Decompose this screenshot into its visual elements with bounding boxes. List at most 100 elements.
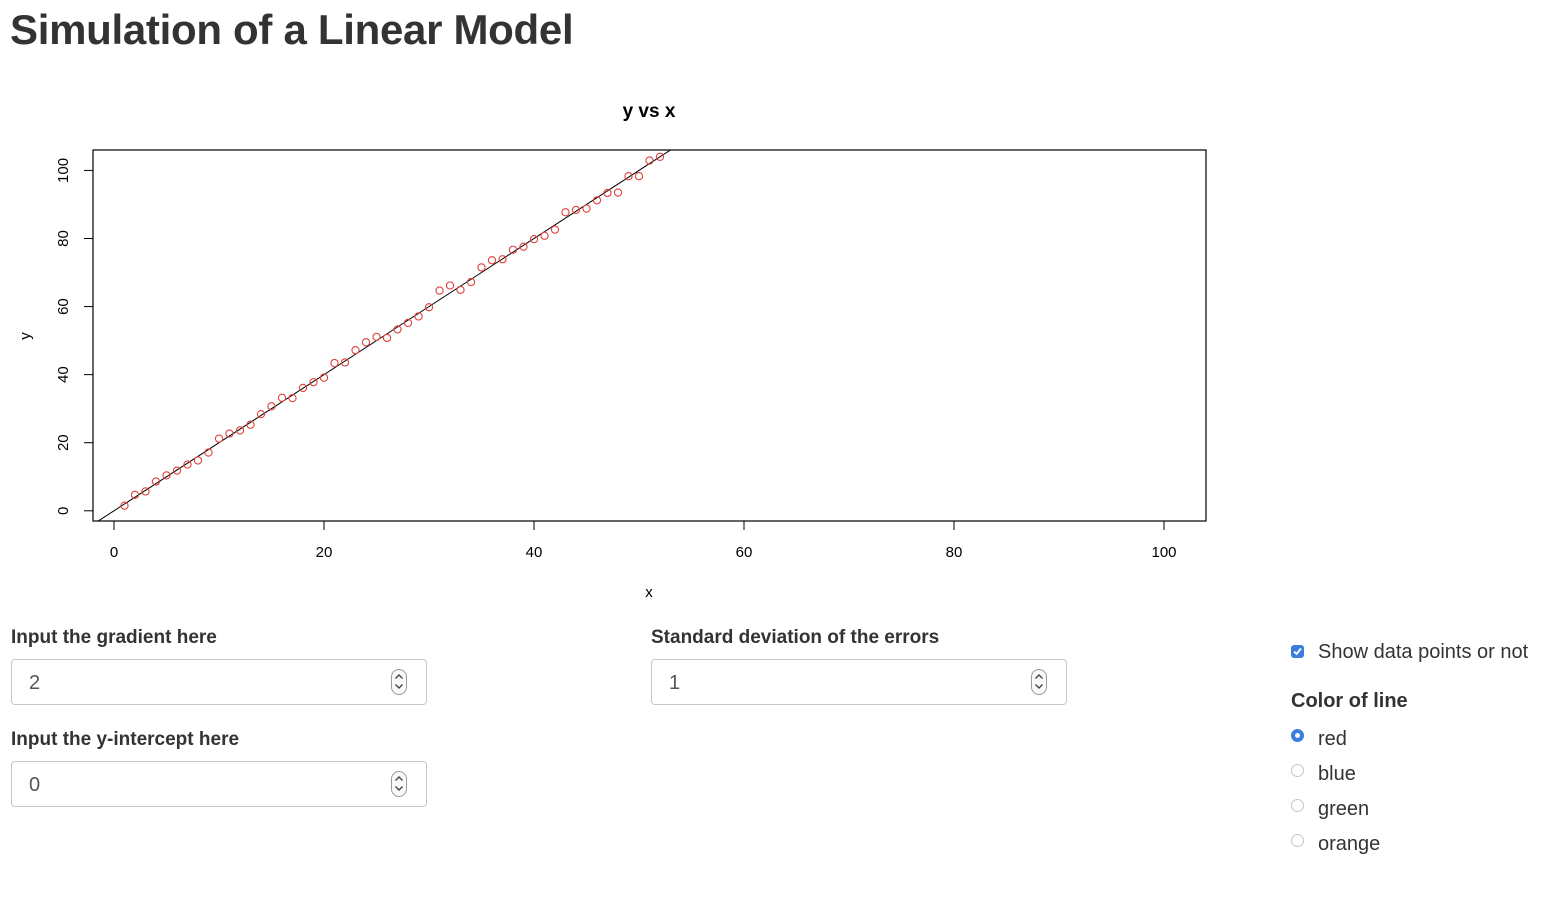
gradient-label: Input the gradient here: [11, 627, 217, 648]
data-point: [508, 245, 518, 254]
plot-frame: [92, 149, 1207, 522]
x-tick-label: 40: [526, 544, 543, 561]
page-title: Simulation of a Linear Model: [10, 6, 574, 53]
data-point: [487, 256, 497, 265]
data-point: [330, 358, 339, 368]
checkmark-icon: [1293, 647, 1302, 656]
chevron-up-icon: [1035, 674, 1043, 679]
data-point: [277, 393, 287, 402]
data-point: [456, 285, 465, 295]
data-point: [162, 471, 171, 480]
x-tick-label: 20: [316, 544, 333, 561]
y-tick-label: 80: [55, 230, 72, 247]
data-point: [235, 426, 245, 435]
data-point: [204, 448, 213, 457]
show-points-toggle[interactable]: Show data points or not: [1291, 640, 1528, 663]
data-points: [120, 152, 665, 510]
show-points-label: Show data points or not: [1318, 641, 1529, 663]
data-point: [634, 172, 644, 181]
regression-line: [97, 150, 672, 521]
y-tick-label: 40: [55, 366, 72, 383]
data-point: [340, 358, 350, 367]
gradient-field: Input the gradient here 2: [11, 627, 427, 705]
data-point: [393, 325, 402, 334]
data-point: [561, 208, 570, 217]
radio-label-orange: orange: [1318, 833, 1381, 855]
chevron-down-icon: [395, 684, 403, 689]
data-point: [582, 204, 591, 213]
gradient-input[interactable]: 2: [11, 659, 427, 705]
radio-orange[interactable]: [1291, 834, 1304, 847]
data-point: [256, 409, 266, 419]
color-group-label: Color of line: [1291, 690, 1408, 712]
data-point: [414, 312, 423, 321]
data-point: [445, 281, 455, 290]
y-axis: 0 20 40 60 80 100: [55, 158, 94, 515]
intercept-value: 0: [29, 774, 41, 796]
data-point: [424, 303, 434, 312]
intercept-field: Input the y-intercept here 0: [11, 729, 427, 807]
x-tick-label: 100: [1151, 544, 1176, 561]
data-point: [120, 501, 129, 510]
y-tick-label: 0: [55, 507, 72, 515]
chevron-up-icon: [395, 776, 403, 781]
scatter-plot: y vs x 0 20 40 60 80 100 0 20 40 60 80 100 x y: [17, 101, 1207, 601]
gradient-value: 2: [29, 672, 41, 694]
chevron-down-icon: [1035, 684, 1043, 689]
sd-input[interactable]: 1: [651, 659, 1067, 705]
data-point: [309, 377, 318, 387]
y-tick-label: 20: [55, 434, 72, 451]
sd-spinner[interactable]: [1031, 669, 1047, 695]
radio-green[interactable]: [1291, 799, 1304, 812]
x-tick-label: 0: [110, 544, 118, 561]
radio-option-red[interactable]: red: [1291, 724, 1347, 750]
y-axis-label: y: [17, 332, 34, 340]
chevron-up-icon: [395, 674, 403, 679]
y-tick-label: 100: [55, 158, 72, 183]
sd-value: 1: [669, 672, 681, 694]
radio-label-blue: blue: [1318, 763, 1356, 785]
data-point: [382, 333, 392, 343]
data-point: [372, 332, 381, 342]
data-point: [193, 456, 203, 465]
radio-option-orange[interactable]: orange: [1291, 829, 1380, 855]
data-point: [361, 338, 371, 347]
data-point: [351, 345, 360, 355]
intercept-input[interactable]: 0: [11, 761, 427, 807]
data-point: [141, 487, 150, 496]
data-point: [246, 420, 255, 429]
radio-option-green[interactable]: green: [1291, 794, 1369, 820]
radio-label-red: red: [1318, 728, 1347, 750]
gradient-spinner[interactable]: [391, 669, 407, 695]
data-point: [550, 225, 560, 234]
radio-red[interactable]: [1291, 729, 1304, 742]
data-point: [225, 429, 234, 438]
data-point: [477, 263, 486, 272]
data-point: [571, 205, 581, 215]
x-tick-label: 80: [946, 544, 963, 561]
radio-label-green: green: [1318, 798, 1370, 820]
data-point: [130, 490, 140, 499]
data-point: [172, 466, 182, 475]
data-point: [592, 196, 602, 205]
data-point: [403, 318, 413, 328]
show-points-checkbox[interactable]: [1291, 645, 1304, 658]
chevron-down-icon: [395, 786, 403, 791]
data-point: [519, 242, 528, 251]
chart-title: y vs x: [623, 101, 676, 122]
data-point: [298, 383, 308, 393]
intercept-spinner[interactable]: [391, 771, 407, 797]
sd-field: Standard deviation of the errors 1: [651, 627, 1067, 705]
data-point: [603, 188, 612, 198]
data-point: [288, 393, 297, 403]
data-point: [267, 402, 276, 411]
fit-line-segment: [97, 150, 672, 521]
radio-option-blue[interactable]: blue: [1291, 759, 1356, 785]
radio-blue[interactable]: [1291, 764, 1304, 777]
data-point: [540, 231, 549, 240]
data-point: [151, 477, 161, 486]
x-axis: 0 20 40 60 80 100: [110, 520, 1177, 561]
y-tick-label: 60: [55, 298, 72, 315]
data-point: [498, 255, 507, 264]
x-axis-label: x: [645, 584, 653, 601]
